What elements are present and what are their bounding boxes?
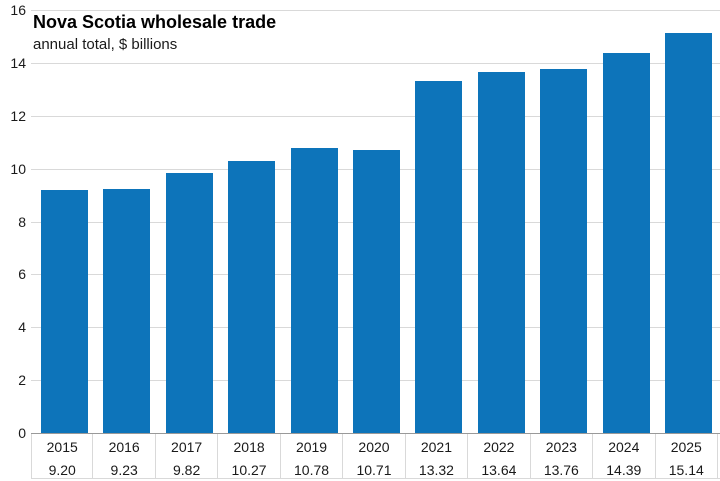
y-axis-tick-label: 10 (10, 161, 26, 177)
x-table-column: 2018 10.27 (218, 434, 281, 479)
year-label: 2024 (608, 439, 640, 455)
y-axis-tick-label: 12 (10, 108, 26, 124)
y-axis-tick-label: 6 (18, 266, 26, 282)
year-label: 2015 (46, 439, 78, 455)
value-label: 15.14 (668, 462, 704, 478)
chart-title: Nova Scotia wholesale trade (33, 12, 277, 32)
bar-2019 (291, 148, 338, 433)
value-label: 9.82 (173, 462, 201, 478)
x-table-column: 2025 15.14 (656, 434, 718, 479)
value-label: 10.71 (356, 462, 392, 478)
bar-2021 (415, 81, 462, 433)
y-axis-tick-label: 14 (10, 55, 26, 71)
x-table-column: 2021 13.32 (406, 434, 469, 479)
year-label: 2025 (670, 439, 702, 455)
y-axis-tick-label: 16 (10, 2, 26, 18)
y-axis-tick-label: 4 (18, 319, 26, 335)
x-table-column: 2023 13.76 (531, 434, 594, 479)
value-label: 13.76 (543, 462, 579, 478)
year-label: 2022 (483, 439, 515, 455)
value-label: 10.78 (294, 462, 330, 478)
value-label: 9.23 (110, 462, 138, 478)
x-axis-line (31, 433, 720, 434)
year-label: 2021 (420, 439, 453, 455)
bar-2018 (228, 161, 275, 433)
year-label: 2019 (295, 439, 328, 455)
y-axis-tick-label: 8 (18, 214, 26, 230)
value-label: 13.64 (481, 462, 517, 478)
bar-2025 (665, 33, 712, 433)
year-label: 2023 (545, 439, 577, 455)
bar-2024 (603, 53, 650, 433)
gridline (31, 10, 720, 11)
x-table-column: 2015 9.20 (31, 434, 94, 479)
value-label: 9.20 (48, 462, 76, 478)
bar-2022 (478, 72, 525, 433)
gridline (31, 116, 720, 117)
x-table-column: 2019 10.78 (281, 434, 344, 479)
x-table-column: 2016 9.23 (93, 434, 156, 479)
x-table-column: 2020 10.71 (343, 434, 406, 479)
chart-subtitle: annual total, $ billions (33, 36, 178, 53)
year-label: 2017 (171, 439, 203, 455)
year-label: 2016 (108, 439, 140, 455)
year-label: 2018 (233, 439, 265, 455)
y-axis-tick-label: 2 (18, 372, 26, 388)
y-axis-tick-label: 0 (18, 425, 26, 441)
bar-2023 (540, 69, 587, 433)
value-label: 10.27 (231, 462, 267, 478)
value-label: 13.32 (418, 462, 454, 478)
bar-2017 (166, 173, 213, 433)
bar-2015 (41, 190, 88, 433)
x-table-column: 2017 9.82 (156, 434, 219, 479)
bar-2016 (103, 189, 150, 433)
gridline (31, 63, 720, 64)
x-table-column: 2022 13.64 (468, 434, 531, 479)
bar-2020 (353, 150, 400, 433)
x-table-column: 2024 14.39 (593, 434, 656, 479)
table-bottom-border (31, 478, 720, 479)
year-label: 2020 (358, 439, 390, 455)
value-label: 14.39 (606, 462, 642, 478)
